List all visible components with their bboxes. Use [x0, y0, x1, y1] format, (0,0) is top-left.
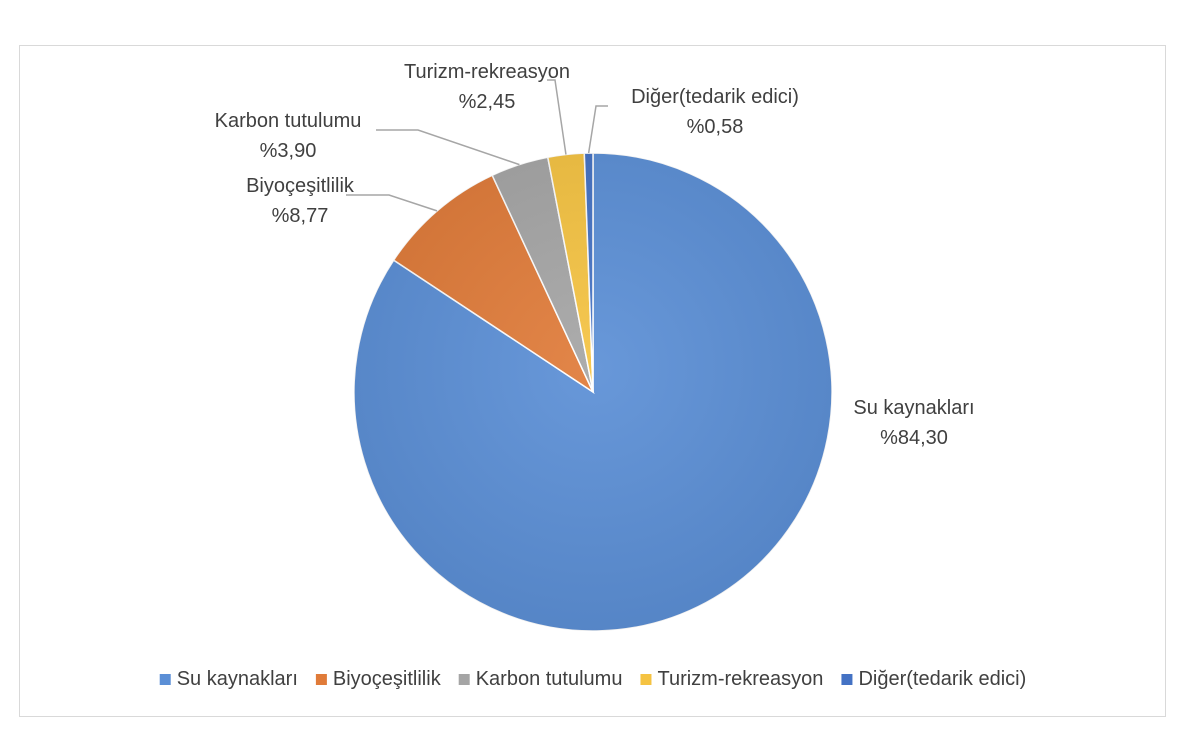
data-label-value-su-kaynaklari: %84,30: [880, 427, 948, 449]
legend-swatch-biyocesitlilik: [315, 674, 327, 685]
legend-swatch-diger-tedarik-edici: [841, 674, 853, 685]
legend-label-su-kaynaklari: Su kaynakları: [177, 668, 298, 690]
data-label-value-diger-tedarik-edici: %0,58: [687, 116, 744, 138]
legend-swatch-karbon-tutulumu: [458, 674, 470, 685]
data-label-name-turizm-rekreasyon: Turizm-rekreasyon: [404, 61, 570, 83]
legend-item-su-kaynaklari: Su kaynakları: [159, 668, 298, 690]
data-labels: Su kaynakları %84,30 Biyoçeşitlilik %8,77 Ka…: [215, 61, 975, 449]
legend-item-turizm-rekreasyon: Turizm-rekreasyon: [640, 668, 823, 690]
data-label-value-biyocesitlilik: %8,77: [272, 205, 329, 227]
legend-label-biyocesitlilik: Biyoçeşitlilik: [333, 668, 442, 690]
legend-item-biyocesitlilik: Biyoçeşitlilik: [315, 668, 442, 690]
legend-item-diger-tedarik-edici: Diğer(tedarik edici): [841, 668, 1026, 690]
legend-swatch-turizm-rekreasyon: [640, 674, 652, 685]
data-label-name-su-kaynaklari: Su kaynakları: [853, 397, 974, 419]
legend-swatch-su-kaynaklari: [159, 674, 171, 685]
legend-label-karbon-tutulumu: Karbon tutulumu: [476, 668, 623, 690]
leader-lines: [346, 79, 608, 212]
legend-label-turizm-rekreasyon: Turizm-rekreasyon: [657, 668, 823, 690]
pie-slices: [353, 152, 833, 632]
data-label-value-karbon-tutulumu: %3,90: [260, 140, 317, 162]
data-label-name-biyocesitlilik: Biyoçeşitlilik: [246, 175, 355, 197]
legend-item-karbon-tutulumu: Karbon tutulumu: [458, 668, 623, 690]
legend: Su kaynakları Biyoçeşitlilik Karbon tutulu…: [159, 668, 1026, 690]
data-label-value-turizm-rekreasyon: %2,45: [459, 91, 516, 113]
data-label-name-karbon-tutulumu: Karbon tutulumu: [215, 110, 362, 132]
leader-line-biyocesitlilik: [346, 194, 438, 212]
leader-line-karbon-tutulumu: [376, 129, 520, 166]
pie-shading: [354, 153, 832, 631]
data-label-name-diger-tedarik-edici: Diğer(tedarik edici): [631, 86, 799, 108]
leader-line-diger-tedarik-edici: [587, 105, 608, 154]
legend-label-diger-tedarik-edici: Diğer(tedarik edici): [858, 668, 1026, 690]
leader-line-turizm-rekreasyon: [547, 79, 567, 155]
